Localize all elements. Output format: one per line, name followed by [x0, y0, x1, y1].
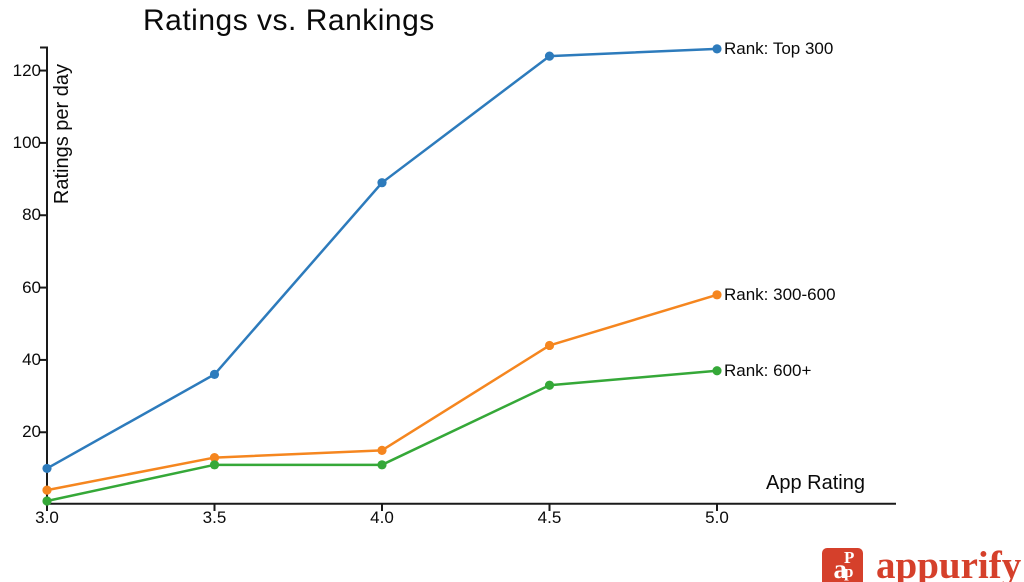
data-point-marker [377, 460, 387, 470]
data-point-marker [712, 44, 722, 54]
data-point-marker [377, 178, 387, 188]
appurify-monogram: a P p [833, 548, 855, 582]
data-point-marker [544, 340, 555, 351]
chart-title: Ratings vs. Rankings [143, 4, 435, 37]
x-tick-label: 4.5 [537, 508, 562, 527]
data-point-marker [377, 445, 387, 455]
x-axis-label: App Rating [766, 472, 865, 494]
x-tick-label: 3.5 [202, 508, 227, 527]
data-point-marker [42, 463, 52, 474]
y-tick-label: 40 [22, 349, 41, 369]
appurify-logo-icon: a P p [822, 548, 863, 582]
series-line-2 [46, 369, 718, 503]
x-tick-label: 4.0 [370, 508, 394, 527]
y-tick-label: 20 [22, 422, 41, 442]
appurify-wordmark: appurify [876, 544, 1022, 582]
data-point-marker [712, 366, 722, 376]
x-tick-label: 5.0 [705, 508, 729, 527]
data-point-marker [712, 290, 722, 300]
legend-label-2: Rank: 600+ [724, 360, 812, 380]
legend-label-1: Rank: 300-600 [724, 284, 836, 304]
series-line-0 [46, 47, 718, 470]
data-point-marker [209, 369, 220, 379]
data-point-marker [544, 51, 555, 61]
data-point-marker [209, 460, 220, 470]
y-tick-label: 80 [22, 205, 41, 225]
data-point-marker [209, 452, 220, 463]
data-point-marker [544, 380, 555, 390]
appurify-logo: a P p appurify [822, 544, 1022, 582]
legend-label-0: Rank: Top 300 [724, 38, 834, 58]
y-tick-label: 120 [12, 60, 41, 80]
x-tick-label: 3.0 [35, 508, 59, 527]
data-point-marker [42, 485, 52, 495]
y-tick-label: 60 [22, 277, 41, 297]
data-point-marker [42, 496, 52, 506]
y-tick-label: 100 [12, 132, 41, 152]
